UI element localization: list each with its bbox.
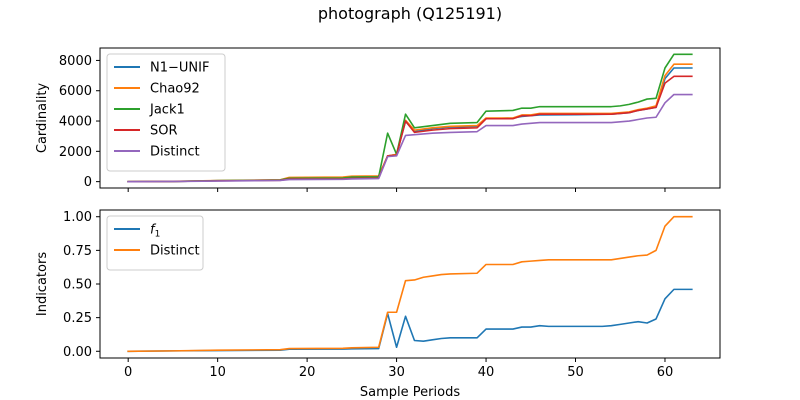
legend: f1 Distinct bbox=[106, 215, 204, 271]
y-tick-label: 1.00 bbox=[63, 210, 92, 225]
legend-label: Distinct bbox=[150, 244, 200, 259]
chart-panel-1: 0 2000 4000 6000 8000 Cardinality N1−UNIF Chao9… bbox=[35, 47, 721, 192]
y-axis-label: Cardinality bbox=[35, 83, 50, 154]
y-tick-label: 0.75 bbox=[63, 244, 92, 259]
legend: N1−UNIF Chao92 Jack1 SOR Distinct bbox=[106, 53, 226, 172]
legend-label: Chao92 bbox=[150, 82, 200, 97]
x-tick-label: 20 bbox=[299, 365, 316, 380]
series-line-2-1 bbox=[127, 288, 693, 353]
y-tick-label: 0.00 bbox=[63, 345, 92, 360]
x-tick-label: 50 bbox=[567, 365, 584, 380]
plot-frame bbox=[99, 47, 721, 189]
series-line-1-3 bbox=[127, 53, 693, 183]
legend-label: f1 bbox=[150, 223, 160, 240]
y-tick-label: 0.25 bbox=[63, 311, 92, 326]
y-axis-label: Indicators bbox=[35, 252, 50, 316]
x-tick-label: 10 bbox=[209, 365, 226, 380]
y-tick-label: 2000 bbox=[59, 145, 92, 160]
x-tick-label: 0 bbox=[124, 365, 132, 380]
x-tick-label: 60 bbox=[657, 365, 674, 380]
y-tick-label: 0 bbox=[84, 175, 92, 190]
chart-panel-2: 0 10 20 30 40 50 60 0.00 0.25 0.50 0.75 1.00 Indicat… bbox=[35, 209, 721, 400]
series-line-2-2 bbox=[127, 215, 693, 353]
y-tick-label: 0.50 bbox=[63, 278, 92, 293]
y-tick-label: 4000 bbox=[59, 115, 92, 130]
legend-box bbox=[106, 53, 226, 172]
x-tick-label: 40 bbox=[478, 365, 495, 380]
legend-label: Jack1 bbox=[149, 103, 185, 118]
legend-label: Distinct bbox=[150, 145, 200, 160]
legend-label: N1−UNIF bbox=[150, 61, 209, 76]
series-line-1-5 bbox=[127, 93, 693, 183]
y-tick-label: 6000 bbox=[59, 84, 92, 99]
x-tick-label: 30 bbox=[388, 365, 405, 380]
legend-label: SOR bbox=[150, 124, 178, 139]
x-axis-label: Sample Periods bbox=[360, 385, 460, 400]
figure-title: photograph (Q125191) bbox=[318, 4, 502, 23]
y-tick-label: 8000 bbox=[59, 54, 92, 69]
